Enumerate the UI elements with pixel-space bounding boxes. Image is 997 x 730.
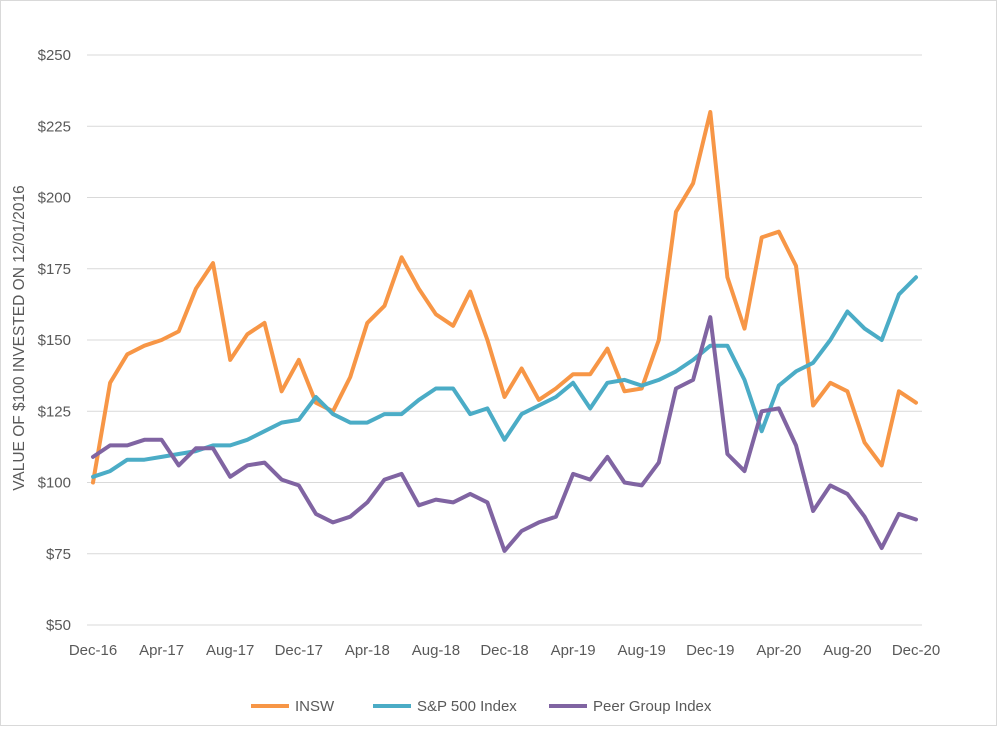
legend: INSW S&P 500 Index Peer Group Index — [251, 698, 712, 715]
series-line-peer-group-index — [91, 315, 918, 553]
x-tick-label: Apr-17 — [139, 642, 184, 659]
x-tick-label: Apr-20 — [756, 642, 801, 659]
series-line-insw — [91, 110, 918, 485]
x-axis-tick-labels: Dec-16 Apr-17 Aug-17 Dec-17 Apr-18 Aug-18 Dec-… — [69, 642, 940, 659]
y-tick-label: $50 — [46, 617, 71, 634]
x-tick-label: Apr-18 — [345, 642, 390, 659]
y-axis-title: VALUE OF $100 INVESTED ON 12/01/2016 — [11, 185, 28, 491]
y-tick-label: $225 — [38, 118, 71, 135]
y-axis-tick-labels: $50 $75 $100 $125 $150 $175 $200 $225 $250 — [38, 47, 71, 634]
x-tick-label: Aug-17 — [206, 642, 254, 659]
y-tick-label: $150 — [38, 332, 71, 349]
legend-label-s-p-500-index: S&P 500 Index — [417, 698, 517, 715]
x-tick-label: Apr-19 — [551, 642, 596, 659]
x-tick-label: Dec-19 — [686, 642, 734, 659]
x-tick-label: Dec-20 — [892, 642, 940, 659]
series-line-s-p-500-index — [91, 275, 918, 479]
series-lines — [91, 110, 918, 553]
gridlines — [87, 54, 922, 626]
y-tick-label: $250 — [38, 47, 71, 64]
x-tick-label: Dec-17 — [275, 642, 323, 659]
y-tick-label: $125 — [38, 403, 71, 420]
x-tick-label: Dec-16 — [69, 642, 117, 659]
x-tick-label: Dec-18 — [480, 642, 528, 659]
legend-label-insw: INSW — [295, 698, 335, 715]
x-tick-label: Aug-20 — [823, 642, 871, 659]
x-tick-label: Aug-19 — [617, 642, 665, 659]
y-tick-label: $175 — [38, 261, 71, 278]
legend-label-peer-group-index: Peer Group Index — [593, 698, 712, 715]
y-tick-label: $75 — [46, 546, 71, 563]
y-tick-label: $100 — [38, 475, 71, 492]
x-tick-label: Aug-18 — [412, 642, 460, 659]
y-tick-label: $200 — [38, 190, 71, 207]
